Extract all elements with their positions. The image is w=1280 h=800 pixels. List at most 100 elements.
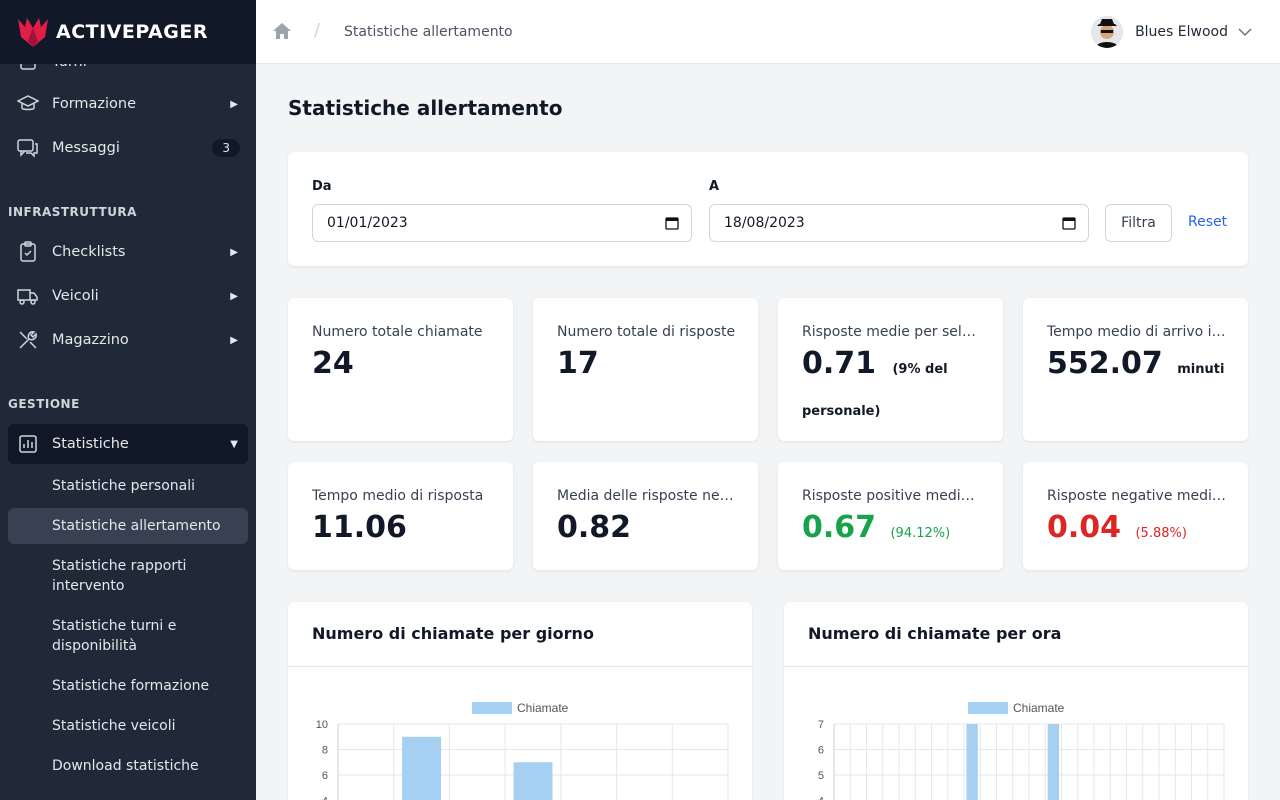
y-tick-label: 8 bbox=[322, 745, 328, 757]
from-date-value: 01/01/2023 bbox=[327, 215, 408, 231]
calendar-icon[interactable] bbox=[665, 216, 679, 230]
sidebar-sub-download-statistiche[interactable]: Download statistiche bbox=[52, 758, 199, 774]
chart-card-per-giorno: Numero di chiamate per giorno Chiamate 10… bbox=[288, 602, 752, 800]
bar bbox=[966, 724, 978, 800]
chart-title: Numero di chiamate per giorno bbox=[312, 624, 594, 643]
sidebar: ACTIVEPAGER Turni Formazione ▶ Messaggi … bbox=[0, 0, 256, 800]
chart-per-giorno: Chiamate 10 8 6 4 bbox=[316, 701, 729, 800]
chart-per-ora: Chiamate76543 bbox=[818, 701, 1225, 800]
y-tick-label: 7 bbox=[818, 719, 824, 731]
section-infrastruttura: INFRASTRUTTURA bbox=[8, 205, 137, 219]
bar bbox=[1047, 724, 1060, 800]
y-tick-label: 6 bbox=[818, 745, 824, 757]
from-date-input[interactable]: 01/01/2023 bbox=[312, 204, 692, 242]
sidebar-sub-statistiche-veicoli[interactable]: Statistiche veicoli bbox=[52, 718, 176, 734]
divider bbox=[288, 666, 752, 667]
reset-link[interactable]: Reset bbox=[1188, 214, 1228, 230]
breadcrumb-separator: / bbox=[314, 20, 321, 41]
sidebar-sub-statistiche-turni[interactable]: Statistiche turni e disponibilità bbox=[52, 618, 177, 654]
filter-button[interactable]: Filtra bbox=[1105, 204, 1172, 242]
chat-icon bbox=[16, 136, 40, 160]
bar bbox=[513, 762, 553, 800]
chevron-down-icon bbox=[1238, 28, 1252, 37]
filter-card: Da 01/01/2023 A 18/08/2023 bbox=[288, 152, 1248, 266]
stat-label: Numero totale di risposte bbox=[557, 324, 736, 340]
user-menu[interactable]: Blues Elwood bbox=[1091, 16, 1252, 48]
section-gestione: GESTIONE bbox=[8, 397, 80, 411]
sidebar-item-label: Magazzino bbox=[52, 332, 129, 348]
sidebar-sub-statistiche-formazione[interactable]: Statistiche formazione bbox=[52, 678, 210, 694]
sidebar-item-label: Formazione bbox=[52, 96, 137, 112]
caret-right-icon: ▶ bbox=[230, 246, 238, 258]
chart-title: Numero di chiamate per ora bbox=[808, 624, 1062, 643]
stat-card: Numero totale di risposte 17 bbox=[533, 298, 758, 441]
legend-label: Chiamate bbox=[517, 701, 569, 715]
stat-card: Tempo medio di risposta 11.06 bbox=[288, 462, 513, 570]
from-label: Da bbox=[312, 179, 332, 194]
topbar: / Statistiche allertamento Blues Elwood bbox=[256, 0, 1280, 64]
activepager-logo-icon bbox=[18, 18, 48, 47]
calendar-icon[interactable] bbox=[1062, 216, 1076, 230]
y-tick-label: 4 bbox=[322, 796, 328, 800]
sidebar-item-checklists[interactable]: Checklists ▶ bbox=[8, 234, 248, 270]
sidebar-item-label: Veicoli bbox=[52, 288, 99, 304]
chart-card-per-ora: Numero di chiamate per ora Chiamate76543 bbox=[784, 602, 1248, 800]
brand-name: ACTIVEPAGER bbox=[56, 21, 208, 43]
to-date-input[interactable]: 18/08/2023 bbox=[709, 204, 1089, 242]
stat-label: Tempo medio di risposta bbox=[312, 488, 484, 504]
stat-label: Risposte medie per selett... bbox=[802, 324, 982, 340]
logo-bar: ACTIVEPAGER bbox=[0, 0, 256, 64]
stat-label: Numero totale chiamate bbox=[312, 324, 483, 340]
stat-label: Risposte positive medie ... bbox=[802, 488, 982, 504]
divider bbox=[784, 666, 1248, 667]
sidebar-item-statistiche[interactable]: Statistiche ▼ bbox=[8, 424, 248, 464]
sidebar-item-messaggi[interactable]: Messaggi 3 bbox=[8, 130, 248, 166]
y-tick-label: 4 bbox=[818, 796, 824, 800]
home-icon[interactable] bbox=[272, 22, 292, 40]
avatar bbox=[1091, 16, 1124, 48]
legend-swatch bbox=[472, 702, 512, 714]
sidebar-item-label: Statistiche bbox=[52, 436, 129, 452]
stat-card: Risposte negative medie ... 0.04 (5.88%) bbox=[1023, 462, 1248, 570]
truck-icon bbox=[16, 284, 40, 308]
stat-note: (9% del personale) bbox=[802, 362, 948, 419]
caret-right-icon: ▶ bbox=[230, 290, 238, 302]
caret-right-icon: ▶ bbox=[230, 334, 238, 346]
stat-value: 0.71 bbox=[802, 346, 877, 381]
stat-card: Media delle risposte nei ... 0.82 bbox=[533, 462, 758, 570]
stat-value: 24 bbox=[312, 346, 354, 381]
to-date-value: 18/08/2023 bbox=[724, 215, 805, 231]
caret-right-icon: ▶ bbox=[230, 98, 238, 110]
stat-label: Tempo medio di arrivo in... bbox=[1047, 324, 1227, 340]
sidebar-item-formazione[interactable]: Formazione ▶ bbox=[8, 86, 248, 122]
y-tick-label: 6 bbox=[322, 770, 328, 782]
messages-count-badge: 3 bbox=[212, 139, 240, 157]
sidebar-sub-statistiche-allertamento[interactable]: Statistiche allertamento bbox=[8, 508, 248, 544]
stat-note: minuti bbox=[1177, 362, 1225, 377]
stat-value: 552.07 bbox=[1047, 346, 1163, 381]
stat-value-wrap: 0.71 (9% del personale) bbox=[802, 346, 982, 430]
sidebar-item-label: Messaggi bbox=[52, 140, 120, 156]
stat-value-wrap: 0.67 (94.12%) bbox=[802, 510, 950, 545]
y-tick-label: 10 bbox=[316, 719, 328, 731]
stat-value-wrap: 0.04 (5.88%) bbox=[1047, 510, 1187, 545]
clipboard-check-icon bbox=[16, 240, 40, 264]
stat-card: Tempo medio di arrivo in... 552.07 minut… bbox=[1023, 298, 1248, 441]
user-name: Blues Elwood bbox=[1135, 24, 1228, 40]
stat-note: (94.12%) bbox=[890, 526, 951, 541]
sidebar-sub-statistiche-personali[interactable]: Statistiche personali bbox=[52, 478, 195, 494]
legend-swatch bbox=[968, 702, 1008, 714]
stat-card: Risposte medie per selett... 0.71 (9% de… bbox=[778, 298, 1003, 441]
bar bbox=[402, 736, 442, 800]
sidebar-item-veicoli[interactable]: Veicoli ▶ bbox=[8, 278, 248, 314]
legend-label: Chiamate bbox=[1013, 701, 1065, 715]
stat-card: Risposte positive medie ... 0.67 (94.12%… bbox=[778, 462, 1003, 570]
sidebar-sub-statistiche-rapporti[interactable]: Statistiche rapporti intervento bbox=[52, 558, 187, 594]
stat-value-wrap: 552.07 minuti bbox=[1047, 346, 1224, 381]
stat-value: 0.82 bbox=[557, 510, 632, 545]
to-label: A bbox=[709, 179, 720, 194]
sidebar-item-magazzino[interactable]: Magazzino ▶ bbox=[8, 322, 248, 358]
breadcrumb-current: Statistiche allertamento bbox=[344, 24, 513, 40]
stat-card: Numero totale chiamate 24 bbox=[288, 298, 513, 441]
y-tick-label: 5 bbox=[818, 770, 824, 782]
